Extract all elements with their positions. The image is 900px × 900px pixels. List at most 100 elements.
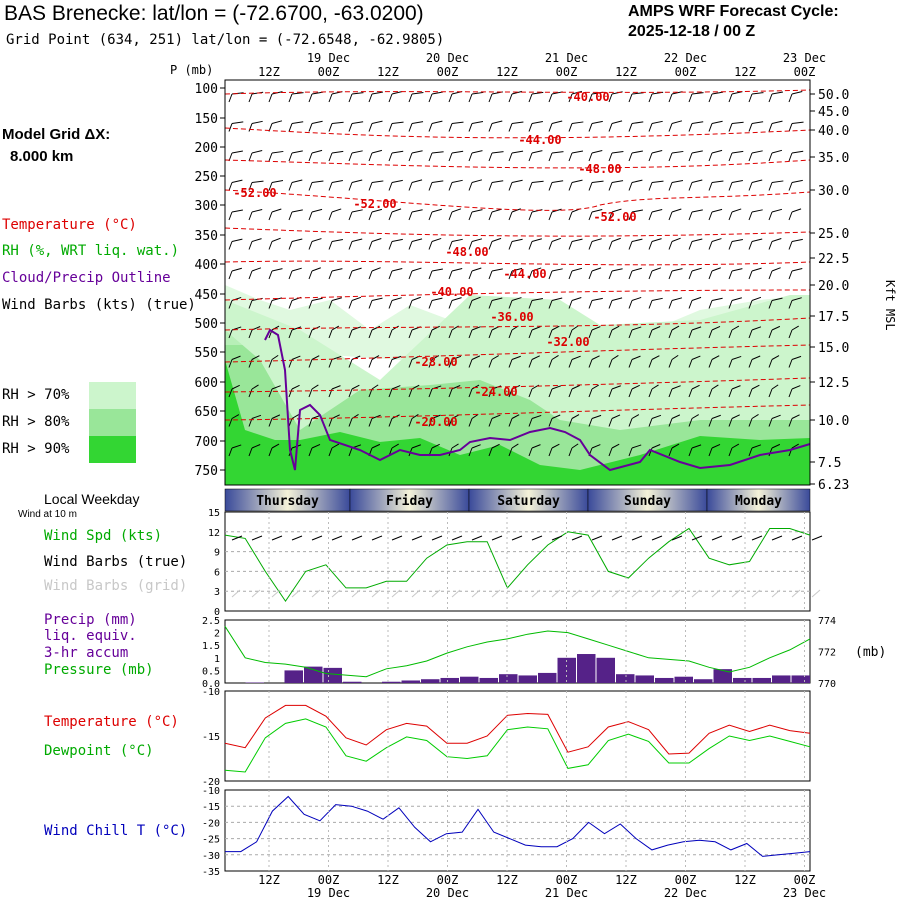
wind-barb-staff bbox=[231, 179, 243, 183]
wind-barb-staff bbox=[611, 385, 621, 390]
wind-barb-staff bbox=[511, 238, 523, 242]
wind-barb-staff bbox=[531, 414, 542, 419]
wind-barb-flag bbox=[228, 329, 233, 339]
wind-barb-flag bbox=[708, 182, 713, 191]
wind-barb-staff bbox=[771, 149, 783, 154]
surface-wind-barb-grid bbox=[231, 589, 241, 598]
wind-barb-flag bbox=[508, 211, 513, 221]
pressure-tick: 770 bbox=[818, 679, 836, 690]
wind-barb-staff bbox=[331, 385, 341, 390]
surface-wind-barb-true bbox=[791, 535, 803, 541]
surface-wind-barb-true bbox=[671, 535, 683, 541]
wind-barb-flag bbox=[388, 359, 393, 368]
height-tick-label: 6.23 bbox=[818, 478, 849, 493]
wind-barb-staff bbox=[371, 120, 383, 124]
wind-barb-staff bbox=[551, 385, 562, 390]
wind-barb-flag bbox=[468, 447, 473, 457]
wind-barb-staff bbox=[631, 179, 643, 183]
wind-barb-staff bbox=[311, 149, 323, 154]
wind-barb-flag bbox=[608, 270, 613, 280]
height-tick-label: 25.0 bbox=[818, 227, 849, 242]
weekday-label: Saturday bbox=[497, 494, 560, 509]
wind-barb-flag bbox=[508, 93, 513, 103]
temp-panel-frame bbox=[224, 690, 811, 782]
temperature-line bbox=[224, 704, 811, 755]
top-hour-label: 12Z bbox=[734, 65, 756, 79]
wind-barb-flag bbox=[408, 418, 413, 427]
temperature-tick: -15 bbox=[202, 732, 220, 743]
wind-barb-flag bbox=[448, 241, 453, 250]
wind-barb-staff bbox=[271, 354, 279, 360]
wind-barb-staff bbox=[691, 238, 703, 242]
wind-barb-flag bbox=[488, 447, 493, 457]
wind-barb-staff bbox=[551, 180, 564, 183]
wind-barb-staff bbox=[771, 208, 783, 213]
wind-barb-flag bbox=[248, 93, 253, 103]
surface-wind-barb-grid bbox=[551, 589, 561, 598]
wind-barb-flag bbox=[468, 300, 473, 309]
wind-barb-flag bbox=[548, 418, 553, 427]
wind-barb-flag bbox=[488, 388, 493, 398]
wind-barb-flag bbox=[228, 388, 233, 398]
temperature-contour-label: -52.00 bbox=[353, 197, 396, 211]
bottom-hour-label: 00Z bbox=[318, 873, 340, 887]
surface-wind-barb-grid bbox=[691, 589, 701, 598]
wind-barb-flag bbox=[328, 241, 333, 250]
wind-barb-staff bbox=[711, 208, 723, 213]
wind-barb-flag bbox=[388, 418, 393, 427]
pressure-ticks: 100 150 200 250 300 350 400 450 500 550 600 650 700 7… bbox=[195, 82, 225, 479]
wind-barb-staff bbox=[711, 180, 724, 183]
precip-label: Precip (mm) bbox=[44, 612, 137, 628]
wind-barb-flag bbox=[508, 359, 513, 368]
wind-barb-staff bbox=[451, 267, 463, 272]
wind-barb-staff bbox=[451, 238, 463, 242]
wind-barb-staff bbox=[371, 325, 381, 331]
wind-barb-staff bbox=[551, 443, 560, 449]
wind-barb-flag bbox=[248, 329, 253, 339]
height-tick-label: 30.0 bbox=[818, 184, 849, 199]
model-grid-label: Model Grid ΔX: bbox=[2, 126, 111, 143]
wind-barb-flag bbox=[288, 418, 293, 427]
wind-barb-flag bbox=[248, 447, 253, 457]
wind-barb-flag bbox=[648, 152, 653, 162]
wind-speed-tick: 15 bbox=[208, 508, 220, 519]
wind-barb-flag bbox=[508, 418, 513, 427]
wind-barb-flag bbox=[568, 388, 573, 398]
wind-barb-staff bbox=[331, 150, 344, 154]
surface-wind-barb-grid bbox=[271, 589, 281, 598]
wind-barb-flag bbox=[488, 123, 493, 132]
wind-barb-staff bbox=[651, 208, 663, 213]
wind-barb-flag bbox=[788, 329, 793, 339]
wind-barb-flag bbox=[788, 388, 793, 398]
wind-barb-flag bbox=[428, 241, 433, 250]
wind-barb-staff bbox=[791, 414, 800, 419]
temperature-contour bbox=[224, 317, 811, 331]
wind-barb-staff bbox=[571, 150, 584, 154]
surface-wind-barb-true bbox=[691, 535, 703, 541]
wind-barb-staff bbox=[391, 325, 399, 331]
wind-barb-staff bbox=[611, 443, 620, 449]
wind-barb-flag bbox=[528, 418, 533, 427]
wind-barb-flag bbox=[688, 211, 693, 221]
height-tick-label: 50.0 bbox=[818, 88, 849, 103]
wind-barb-staff bbox=[651, 355, 660, 360]
wind-barb-flag bbox=[648, 93, 653, 103]
wind-barb-staff bbox=[451, 179, 463, 183]
wind-barb-flag bbox=[248, 359, 253, 368]
wind-barb-flag bbox=[728, 241, 733, 250]
precip-bar bbox=[655, 677, 674, 683]
wind-barb-flag bbox=[328, 270, 333, 280]
pressure-tick-label: 600 bbox=[195, 376, 218, 391]
wind-barb-flag bbox=[708, 300, 713, 309]
wind-barb-staff bbox=[331, 208, 342, 213]
windchill-tick: -15 bbox=[202, 802, 220, 813]
wind-barb-flag bbox=[528, 388, 533, 398]
wind-barb-staff bbox=[311, 238, 322, 242]
wind-speed-line bbox=[224, 527, 811, 602]
wind-barb-staff bbox=[771, 120, 783, 124]
precip-tick: 1.5 bbox=[202, 641, 220, 652]
rh-shading bbox=[225, 285, 810, 485]
pressure-tick-label: 300 bbox=[195, 199, 218, 214]
wind-barb-flag bbox=[308, 359, 313, 368]
